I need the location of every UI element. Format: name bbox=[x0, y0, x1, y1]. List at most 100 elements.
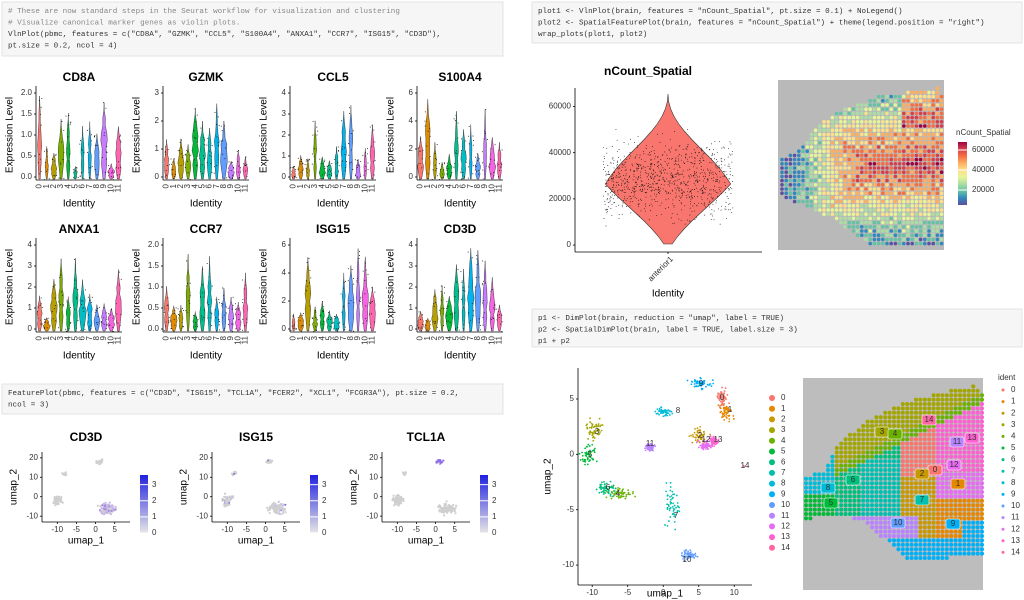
point bbox=[729, 153, 731, 155]
point bbox=[656, 214, 658, 216]
spot bbox=[876, 225, 881, 229]
spot bbox=[906, 94, 910, 99]
spot bbox=[927, 220, 931, 225]
point bbox=[673, 206, 675, 208]
spot bbox=[822, 208, 826, 212]
point bbox=[83, 324, 85, 326]
point bbox=[70, 307, 72, 309]
spot bbox=[864, 111, 868, 116]
point bbox=[632, 165, 634, 167]
point bbox=[228, 176, 230, 178]
point bbox=[695, 441, 698, 444]
spot bbox=[839, 481, 844, 486]
spot bbox=[868, 191, 872, 195]
point bbox=[354, 159, 356, 161]
spot bbox=[805, 157, 809, 162]
spot bbox=[881, 233, 885, 237]
point bbox=[110, 509, 113, 512]
spot bbox=[914, 187, 919, 191]
point bbox=[474, 169, 476, 171]
point bbox=[707, 178, 709, 180]
spot bbox=[834, 153, 839, 158]
spot bbox=[910, 212, 914, 216]
point bbox=[709, 171, 711, 173]
spot bbox=[788, 157, 793, 162]
point bbox=[66, 330, 68, 332]
point bbox=[629, 205, 631, 207]
point bbox=[367, 162, 369, 164]
spot bbox=[876, 208, 881, 212]
point bbox=[58, 301, 60, 303]
point bbox=[449, 321, 451, 323]
y-axis-label: Expression Level bbox=[386, 97, 397, 173]
point bbox=[447, 329, 449, 331]
point bbox=[352, 130, 354, 132]
point bbox=[213, 172, 215, 174]
legend-swatch bbox=[769, 405, 775, 412]
point bbox=[727, 156, 729, 158]
spot bbox=[855, 229, 860, 233]
spot bbox=[935, 233, 940, 237]
spot bbox=[801, 183, 805, 187]
point bbox=[720, 209, 722, 211]
spot bbox=[818, 199, 822, 204]
spot bbox=[923, 178, 927, 183]
spot bbox=[902, 124, 906, 128]
spot bbox=[893, 162, 898, 166]
x-tick-label: 9 bbox=[226, 183, 235, 188]
cluster-label: 8 bbox=[676, 406, 681, 415]
point bbox=[420, 328, 422, 330]
point bbox=[686, 148, 688, 150]
point bbox=[664, 151, 666, 153]
point bbox=[689, 156, 691, 158]
legend-label: 12 bbox=[781, 522, 790, 531]
point bbox=[475, 276, 477, 278]
legend-swatch bbox=[769, 395, 775, 401]
point bbox=[659, 191, 661, 193]
violin bbox=[291, 166, 296, 180]
spot bbox=[914, 178, 919, 183]
x-axis-label: Identity bbox=[190, 199, 222, 210]
point bbox=[99, 510, 102, 513]
spot bbox=[872, 157, 877, 162]
point bbox=[699, 425, 702, 428]
point bbox=[105, 107, 107, 109]
point bbox=[60, 304, 62, 306]
point bbox=[619, 173, 621, 175]
point bbox=[605, 186, 607, 187]
x-tick-label: 4 bbox=[190, 335, 199, 340]
point bbox=[589, 417, 591, 420]
point bbox=[718, 165, 720, 167]
spot bbox=[910, 99, 914, 103]
spot bbox=[935, 174, 940, 179]
point bbox=[193, 130, 195, 132]
point bbox=[670, 175, 672, 176]
spot bbox=[939, 204, 944, 208]
point bbox=[365, 170, 367, 172]
point bbox=[99, 505, 102, 508]
point bbox=[222, 176, 224, 178]
point bbox=[662, 178, 664, 180]
point bbox=[620, 169, 622, 171]
point bbox=[644, 160, 646, 162]
spot bbox=[872, 191, 877, 195]
point bbox=[106, 146, 108, 148]
spot bbox=[939, 178, 944, 183]
point bbox=[164, 146, 166, 148]
spot bbox=[851, 115, 856, 120]
point bbox=[70, 121, 72, 123]
point bbox=[607, 194, 609, 196]
point bbox=[418, 328, 420, 330]
point bbox=[476, 153, 478, 155]
spot bbox=[918, 136, 923, 141]
point bbox=[454, 312, 456, 314]
point bbox=[472, 165, 474, 167]
point bbox=[394, 498, 397, 501]
point bbox=[705, 206, 707, 208]
y-tick-label: 0.5 bbox=[148, 303, 160, 312]
spot bbox=[834, 120, 839, 124]
point bbox=[702, 191, 704, 193]
spot bbox=[889, 216, 893, 221]
violin bbox=[431, 289, 439, 332]
point bbox=[712, 197, 714, 199]
